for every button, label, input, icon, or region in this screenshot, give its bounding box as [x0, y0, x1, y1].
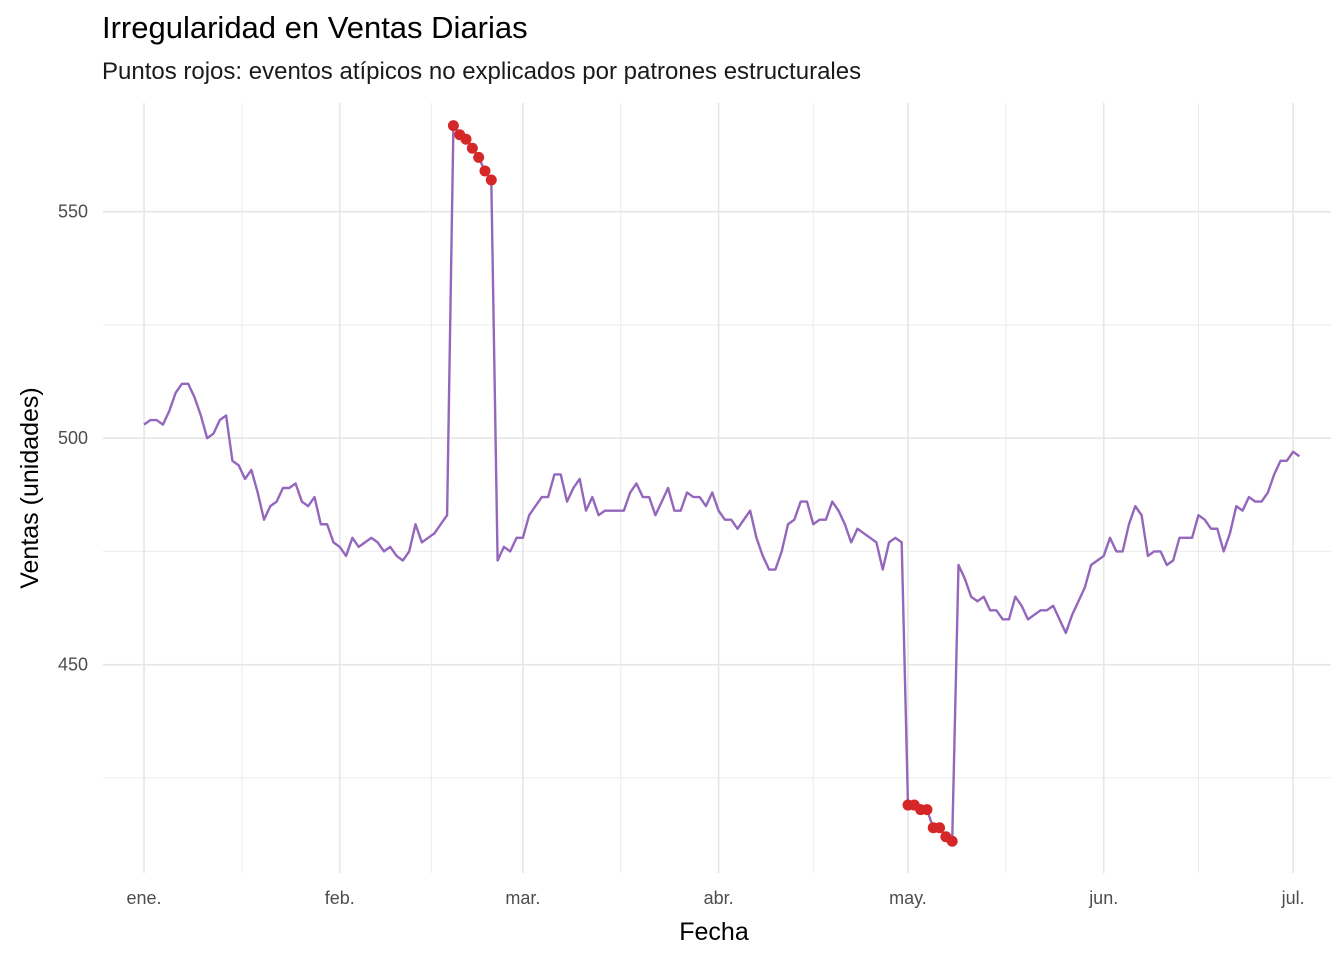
x-axis-title: Fecha — [679, 918, 749, 946]
outlier-point — [473, 151, 485, 163]
outlier-point — [934, 822, 946, 834]
x-tick-label: abr. — [704, 888, 734, 908]
outlier-point — [460, 133, 472, 145]
outlier-point — [946, 835, 958, 847]
outlier-point — [485, 174, 497, 186]
outlier-point — [921, 804, 933, 816]
x-tick-label: mar. — [505, 888, 540, 908]
x-tick-label: ene. — [127, 888, 162, 908]
x-tick-label: may. — [889, 888, 927, 908]
y-axis-title: Ventas (unidades) — [16, 387, 44, 589]
y-tick-label: 450 — [58, 655, 88, 675]
outlier-points — [447, 120, 958, 847]
grid-lines — [103, 103, 1331, 873]
x-axis-ticks: ene. feb. mar. abr. may. jun. jul. — [127, 888, 1305, 908]
y-tick-label: 500 — [58, 428, 88, 448]
outlier-point — [479, 165, 491, 177]
x-tick-label: jul. — [1281, 888, 1305, 908]
x-tick-label: jun. — [1088, 888, 1118, 908]
outlier-point — [447, 120, 459, 132]
chart-subtitle: Puntos rojos: eventos atípicos no explic… — [102, 58, 862, 85]
x-tick-label: feb. — [325, 888, 355, 908]
series-layer — [143, 124, 1301, 843]
y-axis-ticks: 450 500 550 — [58, 202, 88, 675]
outlier-point — [466, 142, 478, 154]
y-tick-label: 550 — [58, 202, 88, 222]
chart-title: Irregularidad en Ventas Diarias — [102, 10, 528, 45]
series-line — [143, 124, 1301, 843]
